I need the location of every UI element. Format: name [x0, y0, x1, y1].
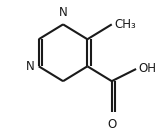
- Text: N: N: [26, 60, 35, 73]
- Text: OH: OH: [139, 63, 157, 75]
- Text: CH₃: CH₃: [114, 18, 136, 31]
- Text: O: O: [107, 118, 116, 131]
- Text: N: N: [59, 6, 67, 19]
